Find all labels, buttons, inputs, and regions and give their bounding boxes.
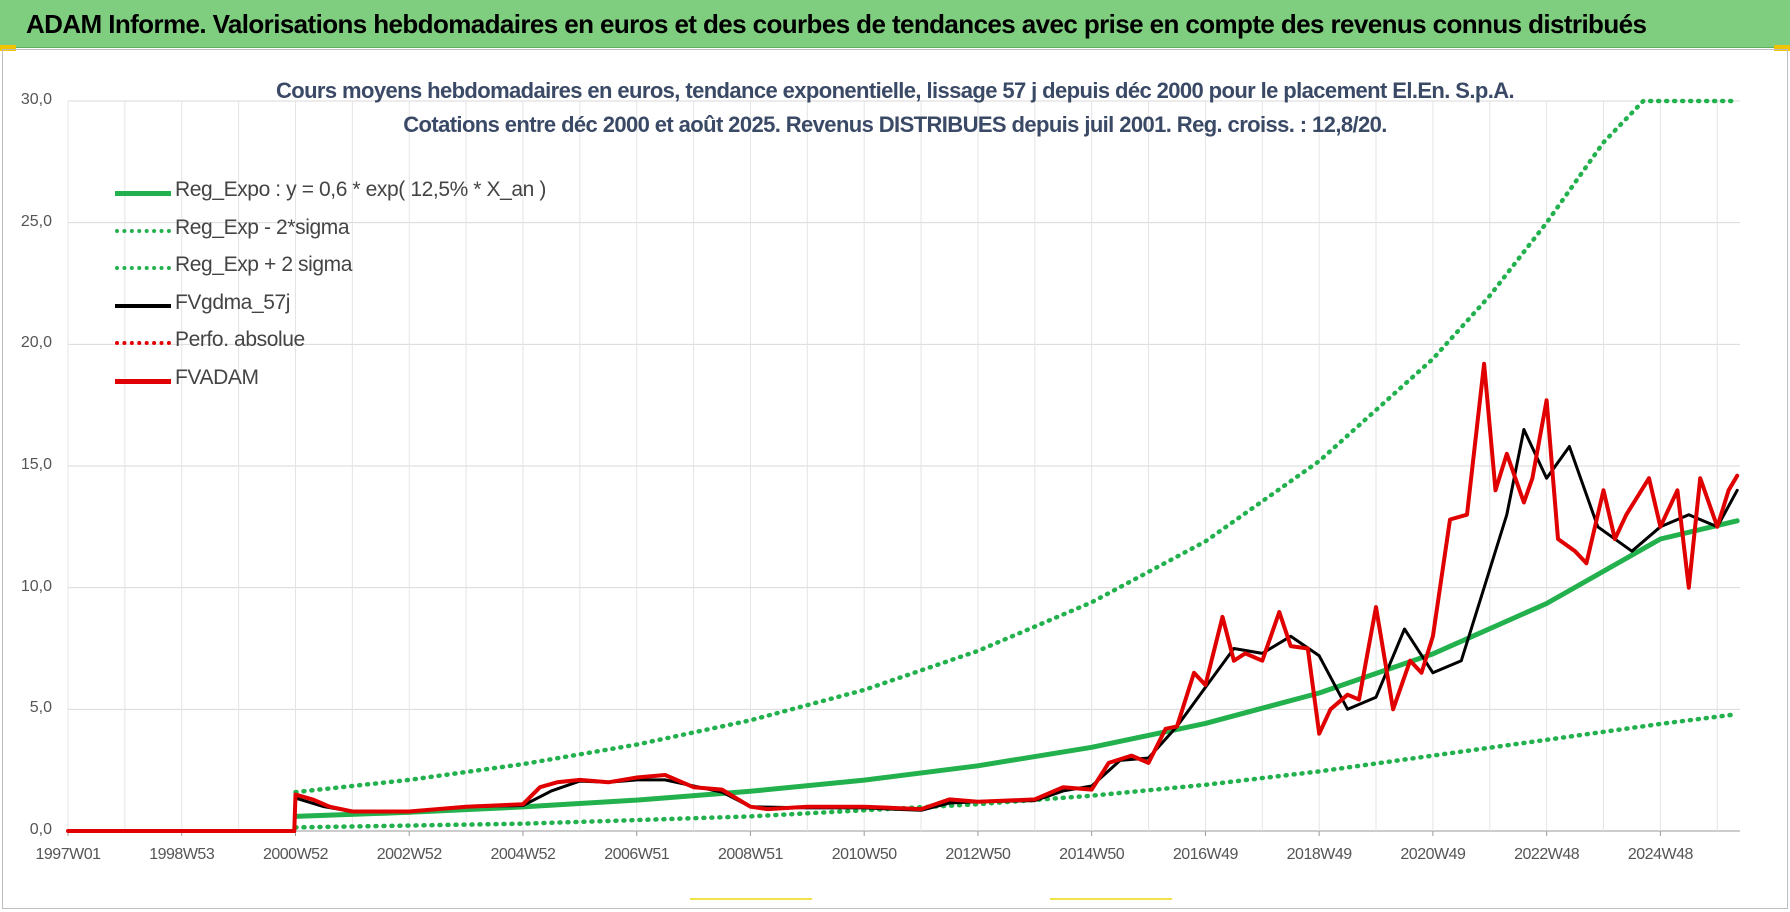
y-tick-label: 0,0 <box>29 821 52 838</box>
y-tick-label: 5,0 <box>29 699 52 717</box>
series-line-2 <box>293 98 1740 795</box>
x-tick-label: 2008W51 <box>717 846 784 863</box>
bottom-accent-left <box>690 898 812 900</box>
chart-subtitle: Cotations entre déc 2000 et août 2025. R… <box>403 112 1387 137</box>
x-tick-label: 2002W52 <box>376 846 443 863</box>
legend-label: FVADAM <box>175 365 259 389</box>
y-tick-label: 20,0 <box>20 334 52 352</box>
x-tick-label: 2010W50 <box>831 846 898 863</box>
title-banner: ADAM Informe. Valorisations hebdomadaire… <box>0 0 1790 48</box>
chart-frame <box>2 49 1788 909</box>
x-tick-label: 2014W50 <box>1059 846 1125 863</box>
x-tick-label: 1998W53 <box>149 846 215 863</box>
x-tick-label: 2022W48 <box>1514 846 1580 863</box>
banner-title: ADAM Informe. Valorisations hebdomadaire… <box>26 9 1647 39</box>
legend-label: Reg_Exp - 2*sigma <box>175 215 350 239</box>
x-tick-label: 1997W01 <box>35 846 102 863</box>
legend-label: FVgdma_57j <box>175 290 291 314</box>
x-tick-label: 2012W50 <box>945 846 1011 863</box>
legend-swatch <box>115 341 171 345</box>
x-tick-label: 2024W48 <box>1627 846 1694 863</box>
legend-swatch <box>115 266 171 270</box>
bottom-accent-right <box>1050 898 1172 900</box>
legend-label: Reg_Exp + 2 sigma <box>175 253 353 276</box>
x-tick-label: 2016W49 <box>1172 846 1239 863</box>
y-tick-label: 10,0 <box>20 577 52 595</box>
legend-swatch <box>115 191 171 196</box>
corner-mark-right <box>1774 45 1790 51</box>
y-tick-label: 30,0 <box>20 91 52 108</box>
x-tick-label: 2004W52 <box>490 846 556 863</box>
x-tick-label: 2020W49 <box>1400 846 1466 863</box>
y-tick-label: 25,0 <box>20 212 52 230</box>
chart-title: Cours moyens hebdomadaires en euros, ten… <box>275 78 1515 103</box>
legend-swatch <box>115 303 171 308</box>
x-tick-label: 2000W52 <box>262 846 329 863</box>
legend-label: Reg_Expo : y = 0,6 * exp( 12,5% * X_an ) <box>175 178 546 201</box>
x-tick-label: 2018W49 <box>1286 846 1353 863</box>
series-line-1 <box>293 711 1740 830</box>
series-line-5 <box>66 361 1740 833</box>
x-tick-label: 2006W51 <box>604 846 670 863</box>
legend-swatch <box>115 228 171 233</box>
corner-mark-left <box>0 45 16 51</box>
legend-swatch <box>115 378 171 384</box>
legend-label: Perfo. absolue <box>175 328 305 351</box>
series-line-3 <box>294 428 1739 813</box>
series-line-0 <box>293 518 1740 819</box>
y-tick-label: 15,0 <box>20 456 52 473</box>
